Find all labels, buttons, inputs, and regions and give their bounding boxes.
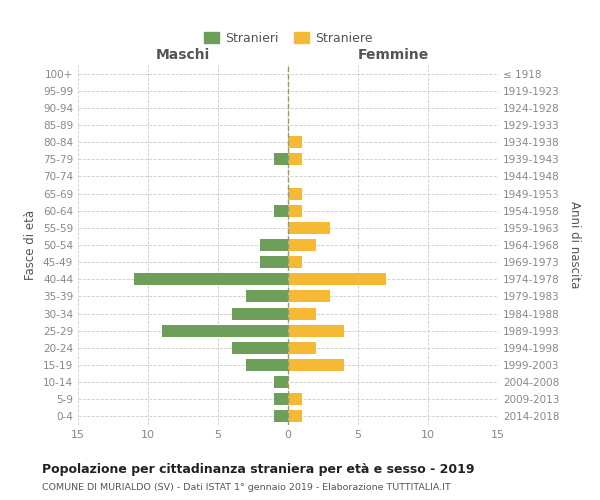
Bar [288,154,302,166]
Bar [288,324,344,336]
Legend: Stranieri, Straniere: Stranieri, Straniere [200,28,376,48]
Bar [288,188,302,200]
Bar [162,324,288,336]
Bar [246,290,288,302]
Bar [274,410,288,422]
Bar [288,239,316,251]
Bar [288,359,344,371]
Bar [288,274,386,285]
Bar [288,290,330,302]
Bar [232,308,288,320]
Bar [288,256,302,268]
Bar [288,394,302,406]
Bar [288,204,302,216]
Bar [134,274,288,285]
Bar [274,394,288,406]
Bar [246,359,288,371]
Bar [274,204,288,216]
Bar [274,376,288,388]
Bar [232,342,288,354]
Y-axis label: Fasce di età: Fasce di età [25,210,37,280]
Bar [288,222,330,234]
Bar [260,256,288,268]
Bar [274,154,288,166]
Bar [260,239,288,251]
Bar [288,410,302,422]
Text: COMUNE DI MURIALDO (SV) - Dati ISTAT 1° gennaio 2019 - Elaborazione TUTTITALIA.I: COMUNE DI MURIALDO (SV) - Dati ISTAT 1° … [42,484,451,492]
Y-axis label: Anni di nascita: Anni di nascita [568,202,581,288]
Bar [288,136,302,148]
Text: Popolazione per cittadinanza straniera per età e sesso - 2019: Popolazione per cittadinanza straniera p… [42,462,475,475]
Bar [288,308,316,320]
Text: Femmine: Femmine [358,48,428,62]
Text: Maschi: Maschi [156,48,210,62]
Bar [288,342,316,354]
